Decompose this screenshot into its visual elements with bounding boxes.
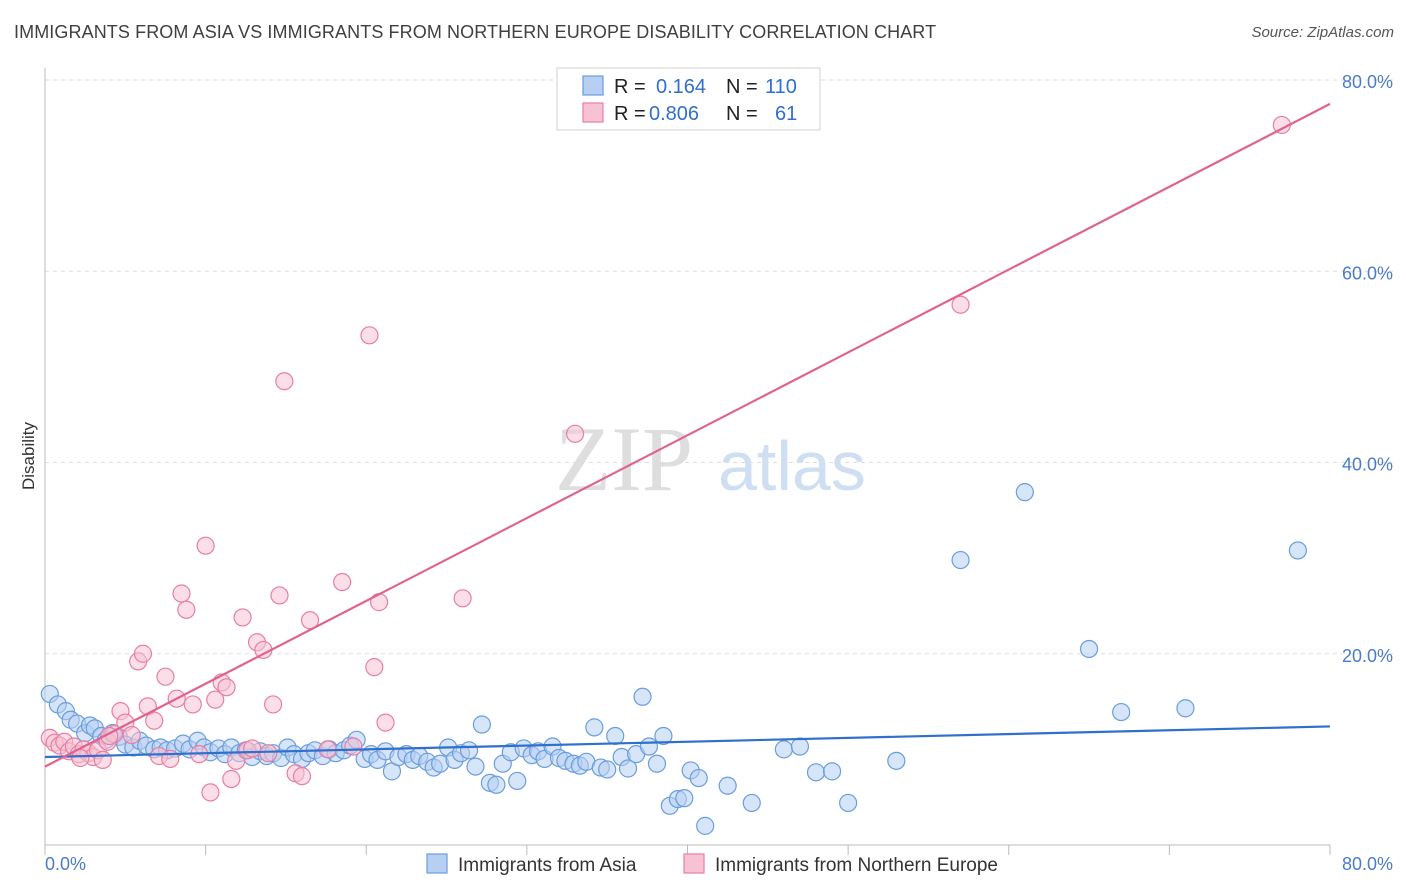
point-asia: [790, 737, 810, 756]
point-asia: [472, 715, 491, 734]
point-ne: [951, 295, 970, 314]
point-asia: [1288, 541, 1307, 560]
point-asia: [598, 760, 617, 779]
legend-n-value-ne: 61: [775, 103, 797, 125]
point-asia: [639, 737, 659, 756]
point-ne: [196, 536, 215, 555]
point-ne: [183, 695, 202, 714]
point-ne: [263, 695, 283, 714]
point-asia: [466, 757, 485, 776]
point-asia: [742, 793, 761, 813]
tick-labels: 80.0% 60.0% 40.0% 20.0% 0.0% 80.0%: [45, 72, 1393, 874]
point-asia: [459, 741, 479, 760]
legend-bottom-label-ne: Immigrants from Northern Europe: [715, 855, 998, 876]
point-ne: [270, 586, 289, 605]
point-asia: [585, 718, 604, 737]
point-asia: [1079, 639, 1099, 659]
legend-top: R = 0.164 N = 110 R = 0.806 N = 61: [556, 67, 821, 131]
x-tick-label-min: 0.0%: [45, 854, 86, 874]
legend-swatch-ne: [582, 102, 604, 123]
point-asia: [689, 768, 708, 788]
point-ne: [177, 600, 196, 619]
source-label: Source: ZipAtlas.com: [1251, 24, 1394, 41]
point-asia: [675, 789, 694, 808]
legend-bottom-swatch-ne: [683, 853, 705, 874]
point-asia: [774, 740, 793, 759]
point-asia: [606, 726, 625, 746]
y-tick-label: 20.0%: [1342, 646, 1393, 666]
legend-r-value-asia: 0.164: [656, 76, 706, 98]
point-ne: [122, 725, 141, 745]
point-ne: [233, 608, 252, 627]
point-asia: [887, 751, 906, 770]
legend-r-value-ne: 0.806: [649, 103, 699, 125]
point-ne: [344, 737, 363, 756]
point-ne: [453, 589, 472, 608]
point-asia: [508, 771, 527, 791]
point-ne: [333, 572, 352, 592]
axes: [44, 68, 1331, 855]
point-ne: [156, 667, 175, 686]
point-ne: [365, 658, 384, 677]
point-asia: [951, 550, 970, 570]
point-asia: [487, 775, 506, 794]
legend-r-label-asia: R =: [614, 76, 646, 98]
trend-line-ne: [44, 102, 1331, 768]
point-ne: [243, 739, 262, 758]
point-asia: [618, 759, 638, 778]
point-asia: [647, 754, 667, 773]
legend-n-value-asia: 110: [765, 76, 797, 98]
legend-swatch-asia: [582, 75, 604, 96]
point-asia: [806, 763, 826, 782]
point-ne: [133, 644, 153, 663]
point-ne: [292, 767, 312, 786]
point-ne: [222, 769, 241, 789]
legend-r-label-ne: R =: [614, 103, 646, 125]
point-ne: [93, 750, 112, 769]
point-asia: [1112, 702, 1131, 722]
point-ne: [201, 783, 220, 802]
gridlines: [45, 79, 1395, 655]
x-tick-label-max: 80.0%: [1342, 854, 1393, 874]
point-ne: [206, 690, 225, 709]
legend-n-label-asia: N =: [726, 76, 758, 98]
y-axis-label: Disability: [19, 421, 38, 490]
point-asia: [696, 816, 715, 835]
point-ne: [565, 424, 585, 443]
watermark-atlas: atlas: [718, 427, 866, 505]
point-asia: [1015, 483, 1034, 502]
point-ne: [275, 372, 294, 391]
y-tick-label: 80.0%: [1342, 72, 1393, 92]
trend-line-asia: [44, 725, 1331, 759]
y-tick-label: 60.0%: [1342, 263, 1393, 283]
watermark-zip: ZIP: [555, 408, 693, 510]
point-ne: [217, 678, 236, 697]
point-asia: [1176, 699, 1195, 718]
chart-title: IMMIGRANTS FROM ASIA VS IMMIGRANTS FROM …: [14, 22, 937, 42]
point-ne: [172, 584, 191, 603]
legend-bottom-label-asia: Immigrants from Asia: [458, 855, 637, 876]
point-asia: [839, 793, 858, 813]
point-asia: [633, 687, 652, 706]
point-ne: [145, 711, 164, 730]
legend-n-label-ne: N =: [726, 103, 758, 125]
point-ne: [360, 326, 379, 345]
point-asia: [718, 776, 737, 795]
legend-bottom: Immigrants from Asia Immigrants from Nor…: [426, 853, 998, 876]
trend-lines: [44, 102, 1331, 768]
y-tick-label: 40.0%: [1342, 455, 1393, 475]
point-asia: [822, 762, 842, 781]
legend-bottom-swatch-asia: [426, 853, 448, 874]
point-asia: [654, 726, 673, 746]
point-ne: [259, 744, 278, 763]
point-ne: [376, 713, 395, 732]
